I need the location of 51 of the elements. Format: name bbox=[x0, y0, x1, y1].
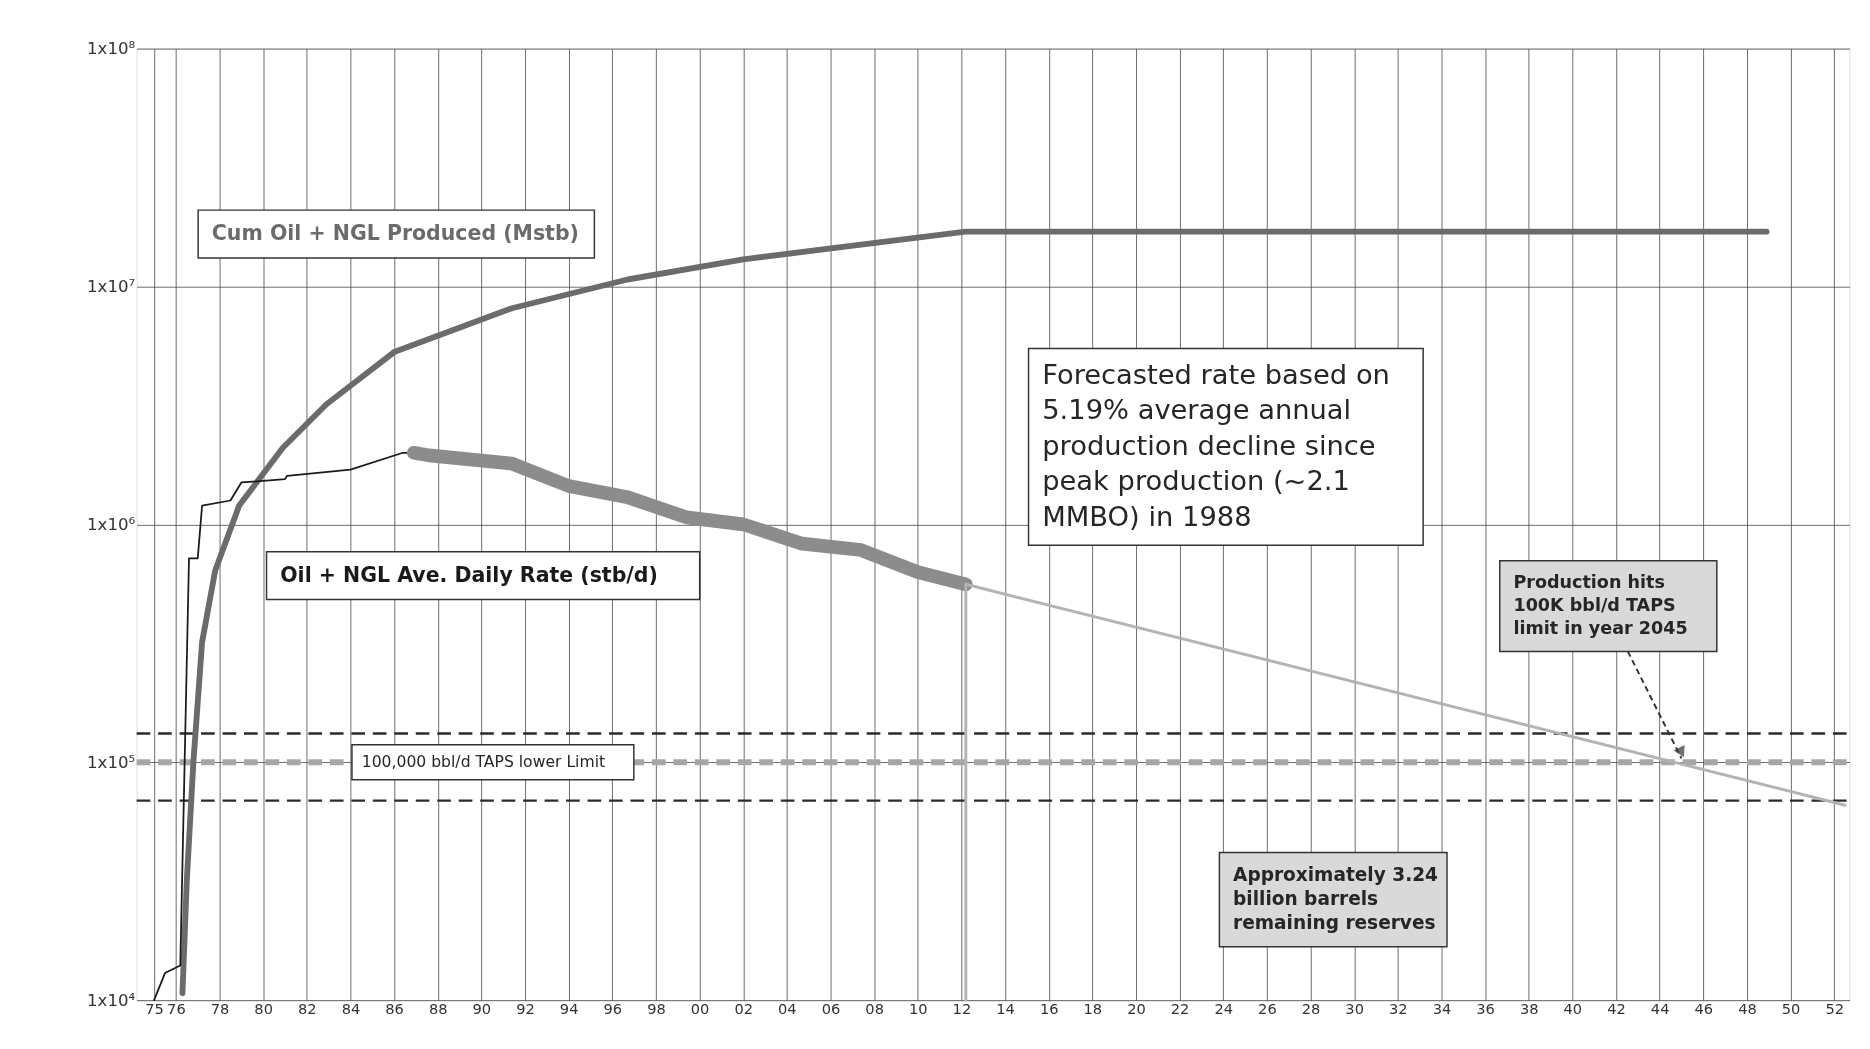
x-tick-label: 20 bbox=[1127, 1000, 1146, 1018]
x-tick-label: 50 bbox=[1781, 1000, 1801, 1018]
x-tick-label: 44 bbox=[1650, 1000, 1670, 1018]
x-tick-label: 10 bbox=[908, 1000, 928, 1018]
x-tick-label: 32 bbox=[1389, 1000, 1408, 1018]
x-tick-label: 84 bbox=[341, 1000, 361, 1018]
text: Cum Oil + NGL Produced (Mstb) bbox=[211, 221, 579, 246]
x-tick-label: 26 bbox=[1258, 1000, 1277, 1018]
x-tick-label: 92 bbox=[516, 1000, 535, 1018]
x-tick-label: 46 bbox=[1694, 1000, 1714, 1018]
x-tick-label: 98 bbox=[647, 1000, 666, 1018]
x-tick-label: 14 bbox=[996, 1000, 1015, 1018]
y-tick-label: 1x10⁵ bbox=[87, 752, 136, 772]
x-tick-label: 08 bbox=[865, 1000, 884, 1018]
x-tick-label: 06 bbox=[821, 1000, 841, 1018]
y-tick-label: 1x10⁴ bbox=[87, 990, 136, 1010]
x-tick-label: 52 bbox=[1825, 1000, 1845, 1018]
x-tick-label: 96 bbox=[603, 1000, 623, 1018]
x-tick-label: 00 bbox=[690, 1000, 710, 1018]
y-tick-label: 1x10⁸ bbox=[87, 38, 136, 58]
x-tick-label: 42 bbox=[1607, 1000, 1626, 1018]
x-tick-label: 16 bbox=[1039, 1000, 1059, 1018]
x-tick-label: 40 bbox=[1563, 1000, 1583, 1018]
annotation: Production hits 100K bbl/d TAPS limit in year 2045 bbox=[1513, 572, 1688, 638]
x-tick-label: 18 bbox=[1083, 1000, 1103, 1018]
x-tick-label: 36 bbox=[1476, 1000, 1495, 1018]
x-tick-label: 34 bbox=[1432, 1000, 1452, 1018]
x-tick-label: 24 bbox=[1214, 1000, 1234, 1018]
annotation: Approximately 3.24 billion barrels remaining reserves bbox=[1233, 863, 1439, 934]
x-tick-label: 80 bbox=[254, 1000, 273, 1018]
x-tick-label: 86 bbox=[385, 1000, 404, 1018]
text: Oil + NGL Ave. Daily Rate (stb/d) bbox=[280, 562, 658, 587]
y-tick-label: 1x10⁷ bbox=[87, 276, 136, 296]
x-tick-label: 04 bbox=[778, 1000, 797, 1018]
y-tick-label: 1x10⁶ bbox=[87, 514, 136, 534]
x-tick-label: 22 bbox=[1170, 1000, 1190, 1018]
x-tick-label: 48 bbox=[1738, 1000, 1757, 1018]
x-tick-label: 88 bbox=[428, 1000, 448, 1018]
x-tick-label: 78 bbox=[210, 1000, 230, 1018]
x-tick-label: 90 bbox=[472, 1000, 492, 1018]
x-tick-label: 28 bbox=[1301, 1000, 1321, 1018]
ref-line-label: 100,000 bbl/d TAPS lower Limit bbox=[361, 753, 606, 772]
x-tick-label: 38 bbox=[1519, 1000, 1539, 1018]
x-tick-label: 82 bbox=[298, 1000, 317, 1018]
annotation: Forecasted rate based on 5.19% average annual production decline since peak production (~2.1 MMBO) in 1988 bbox=[1042, 358, 1390, 532]
x-tick-label: 75 bbox=[145, 1000, 164, 1018]
x-tick-label: 30 bbox=[1345, 1000, 1364, 1018]
x-tick-label: 02 bbox=[734, 1000, 754, 1018]
x-tick-label: 76 bbox=[167, 1000, 186, 1018]
x-tick-label: 12 bbox=[952, 1000, 972, 1018]
x-tick-label: 94 bbox=[559, 1000, 579, 1018]
